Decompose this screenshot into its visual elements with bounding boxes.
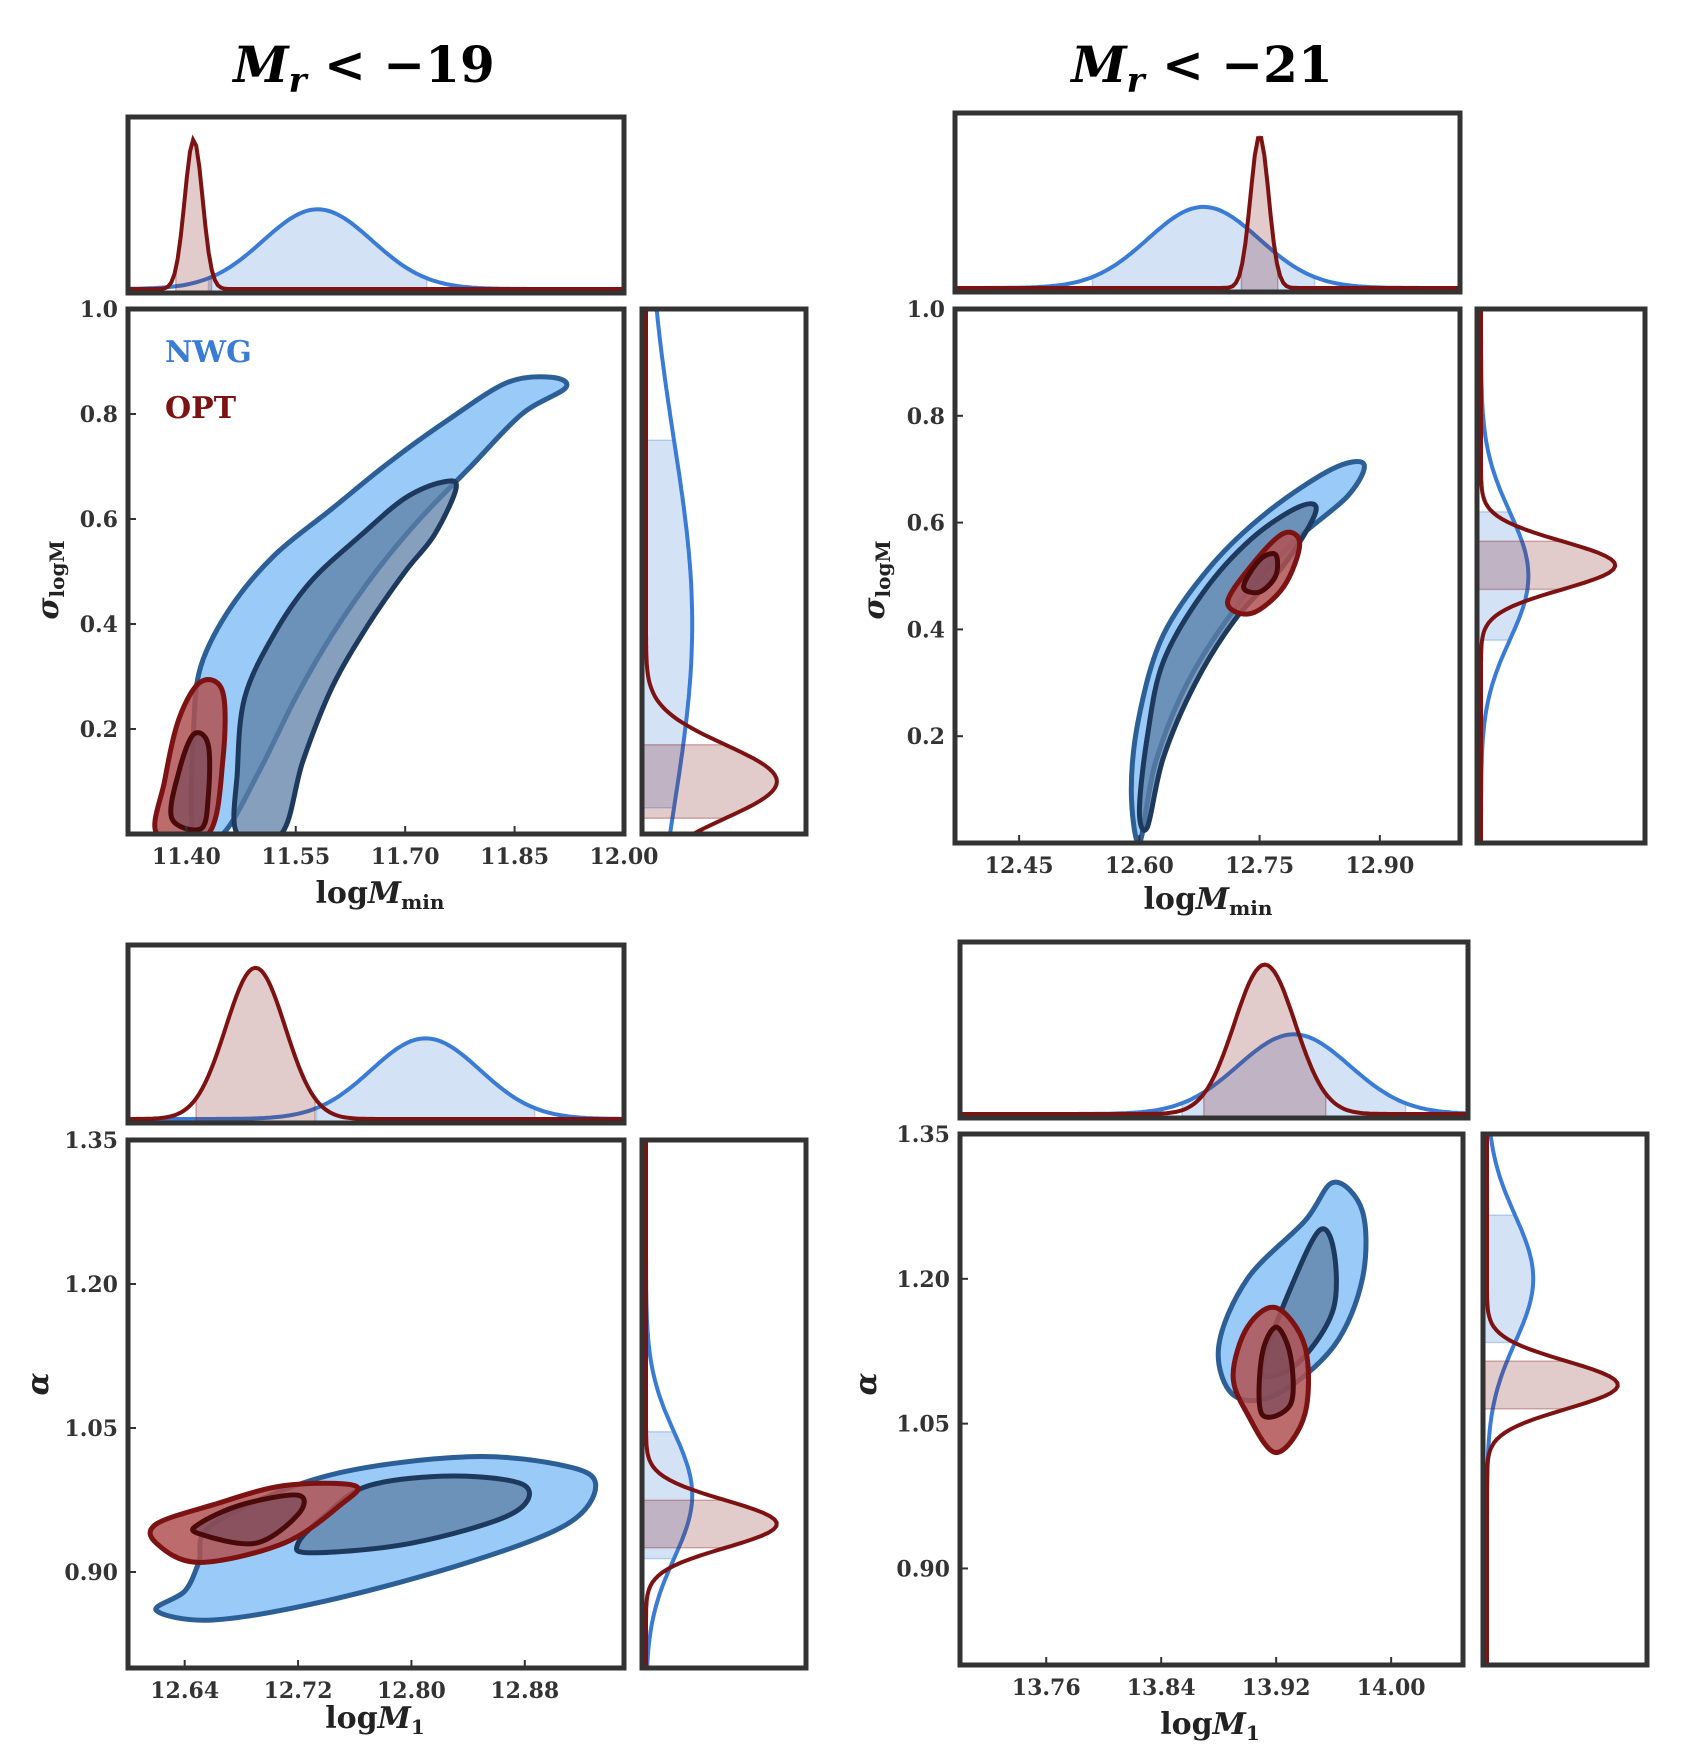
main-frame-top-right [952, 306, 1463, 846]
y-tick-label: 1.20 [896, 1267, 950, 1293]
x-tick-label: 12.64 [150, 1678, 219, 1704]
x-tick-label: 13.92 [1242, 1675, 1311, 1701]
contours-top-right [1128, 458, 1367, 843]
x-tick-label: 11.55 [261, 844, 330, 870]
opt-y-marginal-curve [644, 1140, 779, 1668]
right-marginal-top-left [642, 309, 779, 834]
opt-inner-contour [168, 730, 213, 833]
ylabel-top-left: σlogM [31, 540, 69, 619]
right-marginal-bottom-right [1483, 1134, 1620, 1665]
main-frame-bottom-right [957, 1131, 1466, 1668]
x-tick-label: 12.88 [490, 1678, 559, 1704]
main-frame-bottom-left [125, 1137, 627, 1671]
legend-opt: OPT [165, 391, 237, 426]
opt-x-marginal-band [195, 967, 316, 1123]
y-tick-label: 1.05 [896, 1412, 950, 1438]
y-tick-label: 0.2 [80, 717, 118, 743]
right-marginal-frame [639, 306, 809, 837]
y-tick-label: 0.90 [896, 1556, 950, 1582]
y-tick-label: 1.0 [907, 297, 945, 323]
right-marginal-bottom-left [642, 1140, 779, 1668]
opt-y-marginal-band [642, 744, 778, 820]
y-tick-label: 0.90 [64, 1560, 118, 1586]
y-tick-label: 1.20 [64, 1272, 118, 1298]
panel-bottom-right: 13.76 13.84 13.92 14.00 0.90 1.05 1.20 1.35 [896, 939, 1650, 1701]
panel-top-right: 12.45 12.60 12.75 12.90 0.2 0.4 0.6 0.8 1.0 [907, 110, 1648, 879]
ylabel-bottom-left: α [21, 1372, 56, 1395]
left-column-title: Mr < −19 [231, 35, 494, 101]
opt-x-marginal-curve [128, 134, 624, 291]
opt-y-marginal-curve [1479, 309, 1618, 843]
y-tick-label: 0.4 [80, 612, 118, 638]
xlabel-top-right: logMmin [1144, 882, 1273, 920]
xlabel-bottom-left: logM1 [325, 1701, 425, 1739]
panel-bottom-left: 12.64 12.72 12.80 12.88 0.90 1.05 1.20 1.35 [64, 942, 809, 1704]
x-tick-label: 11.70 [371, 844, 440, 870]
main-frame-top-left [125, 306, 627, 837]
nwg-y-marginal-curve [644, 1140, 695, 1668]
y-tick-label: 0.6 [907, 511, 945, 537]
nwg-x-marginal-curve [128, 1036, 624, 1121]
top-marginal-bottom-left [128, 965, 624, 1123]
y-tick-label: 0.8 [907, 404, 945, 430]
x-tick-label: 14.00 [1357, 1675, 1426, 1701]
right-marginal-top-right [1477, 309, 1618, 843]
x-tick-label: 13.76 [1012, 1675, 1081, 1701]
y-tick-label: 1.0 [80, 297, 118, 323]
opt-inner-contour [1241, 551, 1281, 596]
y-tick-label: 0.4 [907, 617, 945, 643]
y-tick-label: 1.35 [896, 1122, 950, 1148]
y-tick-label: 0.8 [80, 402, 118, 428]
x-tick-label: 12.72 [264, 1678, 333, 1704]
y-tick-label: 1.35 [64, 1128, 118, 1154]
x-tick-label: 12.60 [1105, 853, 1174, 879]
x-tick-label: 13.84 [1127, 1675, 1196, 1701]
contours-bottom-right [1215, 1179, 1369, 1456]
nwg-x-marginal-band [315, 1037, 536, 1123]
xlabel-top-left: logMmin [316, 876, 445, 914]
contours-bottom-left [147, 1454, 599, 1623]
nwg-y-marginal-curve [654, 309, 695, 834]
x-tick-label: 11.85 [480, 844, 549, 870]
x-tick-label: 12.90 [1345, 853, 1414, 879]
top-marginal-bottom-right [960, 962, 1468, 1118]
y-tick-label: 1.05 [64, 1416, 118, 1442]
right-marginal-frame [1480, 1131, 1650, 1668]
right-marginal-frame [639, 1137, 809, 1671]
panel-top-left: 11.40 11.55 11.70 11.85 12.00 0.2 0.4 0.6 0.8 1.0 [80, 114, 809, 870]
opt-y-marginal-band [1483, 1360, 1619, 1410]
opt-inner-contour [1256, 1324, 1296, 1420]
top-marginal-top-right [955, 134, 1460, 292]
top-marginal-top-left [128, 134, 624, 293]
right-marginal-frame [1474, 306, 1648, 846]
top-marginal-frame [125, 942, 627, 1126]
top-marginal-frame [125, 114, 627, 296]
legend-nwg: NWG [165, 335, 252, 370]
opt-x-marginal-curve [960, 962, 1468, 1116]
x-tick-label: 12.80 [377, 1678, 446, 1704]
opt-y-marginal-band [642, 1499, 778, 1549]
top-marginal-frame [952, 110, 1463, 295]
top-marginal-frame [957, 939, 1471, 1121]
x-tick-label: 12.75 [1225, 853, 1294, 879]
opt-y-marginal-band [1477, 540, 1617, 591]
opt-x-marginal-curve [128, 965, 624, 1121]
x-tick-label: 11.40 [152, 844, 221, 870]
opt-x-marginal-curve [955, 136, 1460, 290]
nwg-x-marginal-band [207, 208, 428, 293]
opt-inner-contour [190, 1492, 307, 1547]
opt-y-marginal-curve [644, 309, 779, 834]
xlabel-bottom-right: logM1 [1160, 1707, 1260, 1745]
ylabel-top-right: σlogM [857, 540, 895, 619]
y-tick-label: 0.6 [80, 507, 118, 533]
right-column-title: Mr < −21 [1069, 35, 1332, 101]
x-tick-label: 12.45 [985, 853, 1054, 879]
ylabel-bottom-right: α [849, 1372, 884, 1395]
opt-y-marginal-curve [1485, 1134, 1620, 1665]
y-tick-label: 0.2 [907, 724, 945, 750]
nwg-inner-contour [231, 478, 459, 834]
contours-top-left [152, 374, 570, 834]
x-tick-label: 12.00 [590, 844, 659, 870]
